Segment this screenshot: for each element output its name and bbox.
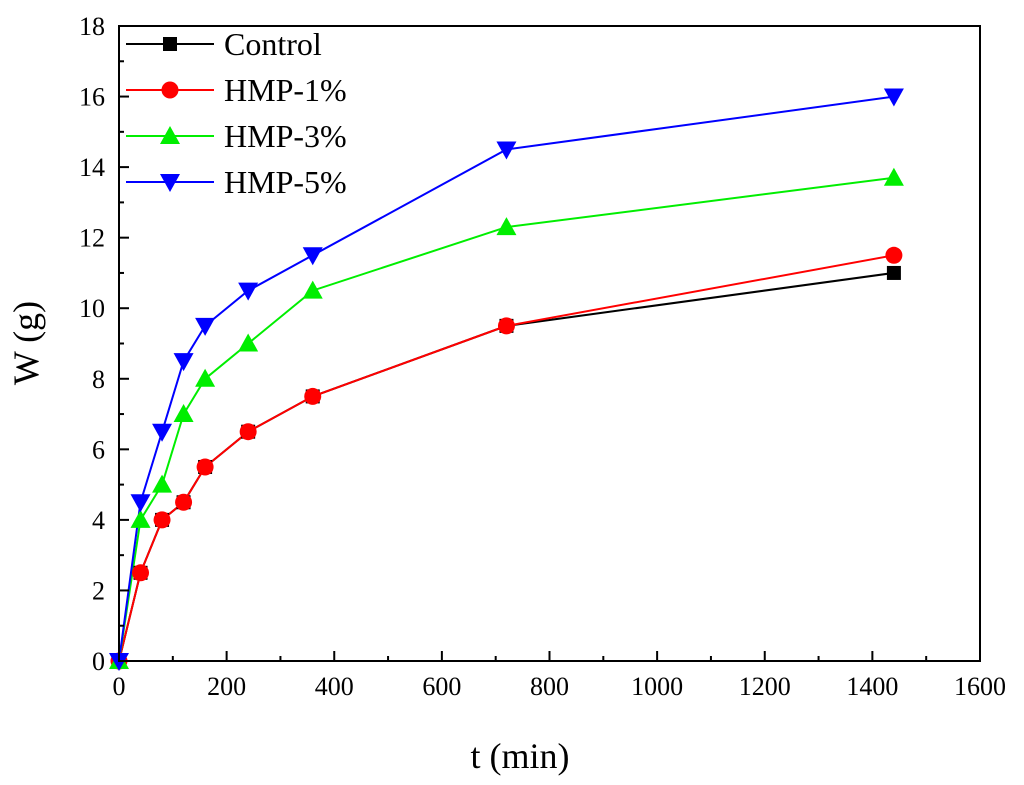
data-point-hmp-5pct [130, 494, 151, 513]
data-point-hmp-5pct [238, 282, 259, 301]
x-tick-label: 200 [207, 672, 246, 701]
data-point-hmp-1pct [497, 317, 515, 335]
x-tick-label: 1200 [739, 672, 791, 701]
x-tick-label: 1400 [846, 672, 898, 701]
y-tick-label: 10 [79, 294, 105, 323]
data-point-hmp-5pct [883, 88, 904, 107]
data-point-hmp-1pct [239, 423, 257, 441]
data-point-hmp-1pct [132, 564, 150, 582]
data-point-hmp-1pct [304, 387, 322, 405]
data-point-hmp-3pct [496, 217, 517, 236]
x-axis-title: t (min) [471, 736, 570, 776]
data-point-hmp-1pct [175, 493, 193, 511]
x-tick-label: 400 [315, 672, 354, 701]
y-tick-label: 4 [92, 506, 105, 535]
data-point-hmp-3pct [130, 509, 151, 528]
legend-marker-hmp-5pct [160, 174, 180, 192]
x-tick-label: 1600 [954, 672, 1006, 701]
legend: Control HMP-1% HMP-3% HMP-5% [126, 26, 347, 200]
y-tick-label: 12 [79, 224, 105, 253]
data-point-hmp-3pct [302, 280, 323, 299]
y-tick-label: 14 [79, 153, 105, 182]
data-point-hmp-1pct [196, 458, 214, 476]
data-point-hmp-3pct [173, 404, 194, 423]
legend-label-hmp-5pct: HMP-5% [224, 164, 347, 200]
y-tick-label: 2 [92, 576, 105, 605]
y-tick-label: 6 [92, 435, 105, 464]
series-line-hmp-3pct [118, 176, 895, 662]
x-tick-label: 800 [530, 672, 569, 701]
data-point-hmp-3pct [238, 333, 259, 352]
legend-label-hmp-1pct: HMP-1% [224, 72, 347, 108]
data-point-hmp-5pct [195, 317, 216, 336]
data-point-hmp-3pct [195, 368, 216, 387]
y-tick-label: 16 [79, 83, 105, 112]
legend-marker-control [163, 37, 177, 51]
y-tick-label: 0 [92, 647, 105, 676]
x-tick-label: 1000 [631, 672, 683, 701]
y-tick-label: 8 [92, 365, 105, 394]
x-tick-label: 600 [422, 672, 461, 701]
ticks: 0 200 400 600 800 1000 1200 1400 1600 0 2 4 6 8 10 12 14… [79, 12, 1006, 701]
data-point-hmp-5pct [173, 353, 194, 372]
data-point-hmp-5pct [152, 423, 173, 442]
legend-label-hmp-3pct: HMP-3% [224, 118, 347, 154]
data-point-hmp-3pct [883, 167, 904, 186]
data-point-hmp-3pct [152, 474, 173, 493]
data-point-hmp-5pct [302, 247, 323, 266]
legend-marker-hmp-3pct [160, 126, 180, 144]
y-tick-label: 18 [79, 12, 105, 41]
plot-markers [109, 88, 904, 671]
legend-marker-hmp-1pct [161, 81, 179, 99]
series-line-hmp-1pct [118, 254, 895, 662]
x-tick-label: 0 [113, 672, 126, 701]
data-point-control [886, 265, 901, 280]
data-point-hmp-1pct [885, 246, 903, 264]
data-point-hmp-5pct [496, 141, 517, 160]
y-axis-title: W (g) [6, 301, 46, 385]
data-point-hmp-1pct [153, 511, 171, 529]
legend-label-control: Control [224, 26, 322, 62]
